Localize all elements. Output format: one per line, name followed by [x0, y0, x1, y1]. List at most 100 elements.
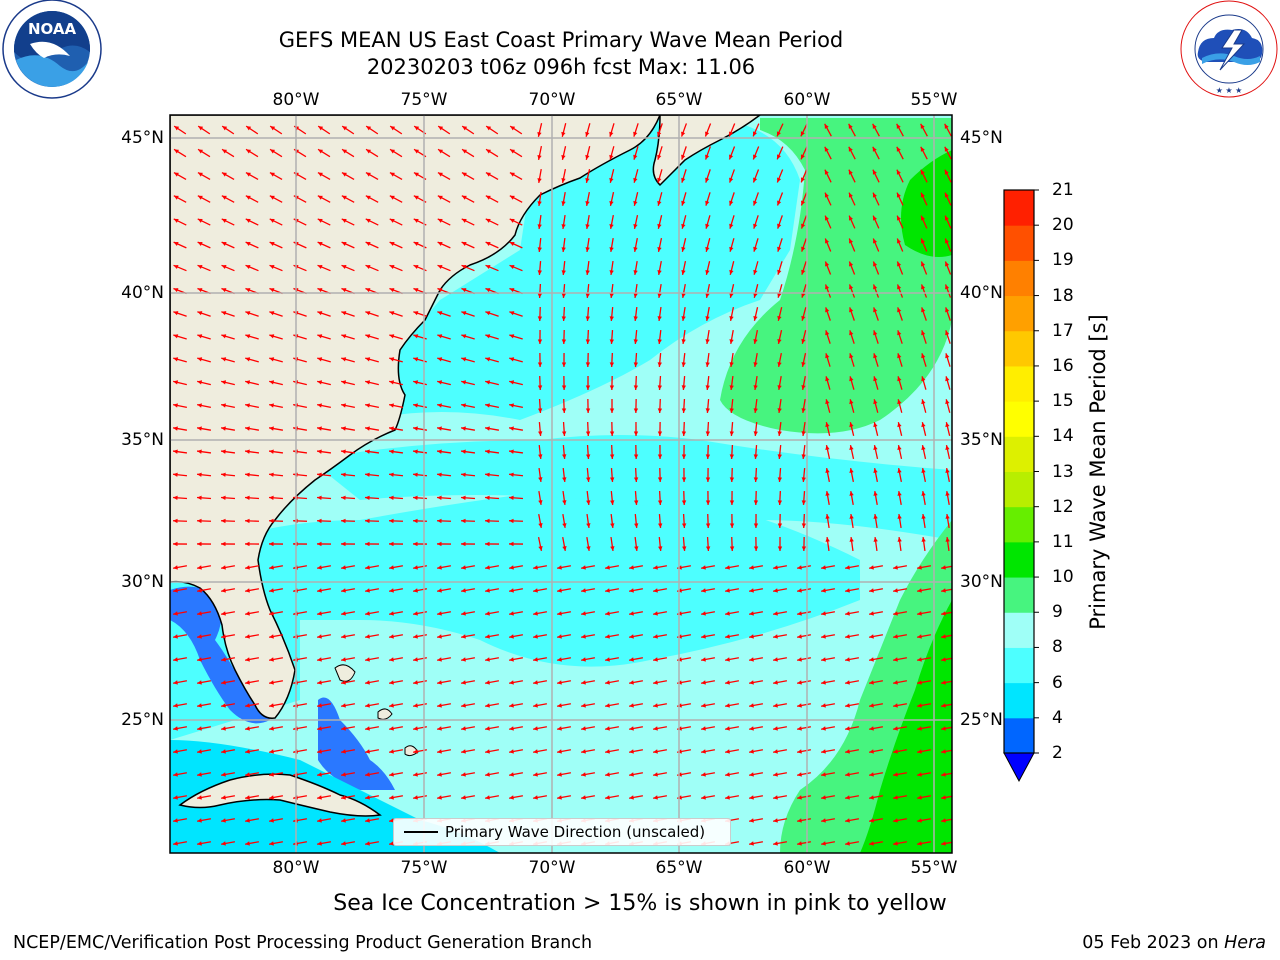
- wave-direction-arrow: [562, 490, 567, 506]
- wave-direction-arrow: [772, 749, 788, 754]
- wave-direction-arrow: [484, 680, 500, 685]
- wave-direction-arrow: [268, 772, 284, 777]
- wave-direction-arrow: [461, 171, 475, 181]
- wave-direction-arrow: [800, 215, 808, 229]
- wave-direction-arrow: [921, 468, 927, 482]
- wave-direction-arrow: [658, 513, 663, 529]
- wave-direction-arrow: [724, 657, 740, 662]
- wave-direction-arrow: [825, 422, 831, 436]
- wave-direction-arrow: [269, 218, 283, 226]
- wave-direction-arrow: [537, 191, 542, 207]
- wave-direction-arrow: [892, 841, 908, 846]
- wave-direction-arrow: [916, 818, 932, 823]
- wave-direction-arrow: [537, 329, 543, 345]
- period-band-6-8: [330, 118, 800, 430]
- wave-direction-arrow: [777, 330, 783, 344]
- wave-direction-arrow: [873, 536, 878, 552]
- wave-direction-arrow: [872, 192, 880, 206]
- wave-direction-arrow: [364, 772, 380, 777]
- wave-direction-arrow: [365, 311, 379, 317]
- wave-direction-arrow: [892, 818, 908, 823]
- wave-direction-arrow: [460, 657, 476, 662]
- wave-direction-arrow: [796, 634, 812, 639]
- wave-direction-arrow: [801, 421, 806, 437]
- wave-direction-arrow: [753, 238, 759, 252]
- wave-direction-arrow: [316, 841, 332, 846]
- wave-direction-arrow: [844, 749, 860, 754]
- wave-direction-arrow: [796, 657, 812, 662]
- wave-direction-arrow: [705, 329, 710, 345]
- wave-direction-arrow: [896, 169, 904, 183]
- wave-direction-arrow: [705, 215, 711, 229]
- wave-direction-arrow: [945, 353, 951, 367]
- wave-direction-arrow: [944, 169, 952, 183]
- wave-direction-arrow: [197, 403, 211, 409]
- wave-direction-arrow: [873, 445, 879, 459]
- wave-direction-arrow: [244, 449, 260, 454]
- wave-direction-arrow: [340, 772, 356, 777]
- wave-direction-arrow: [658, 536, 663, 552]
- wave-direction-arrow: [820, 634, 836, 639]
- lat-label-right: 45°N: [960, 128, 1003, 148]
- wave-direction-arrow: [437, 264, 451, 272]
- wave-direction-arrow: [460, 449, 476, 454]
- wave-direction-arrow: [197, 218, 211, 226]
- wave-direction-arrow: [485, 218, 499, 226]
- wave-direction-arrow: [172, 772, 188, 777]
- wave-direction-arrow: [633, 375, 639, 391]
- wave-direction-arrow: [340, 518, 356, 524]
- wave-direction-arrow: [197, 264, 211, 272]
- wave-direction-arrow: [753, 513, 759, 529]
- wave-direction-arrow: [509, 264, 523, 272]
- wave-direction-arrow: [916, 634, 932, 639]
- wave-direction-arrow: [508, 565, 524, 570]
- wave-direction-arrow: [633, 146, 639, 160]
- wave-direction-arrow: [532, 680, 548, 685]
- map-frame: [169, 114, 953, 854]
- wave-direction-arrow: [509, 125, 523, 135]
- colorbar-tick-label: 11: [1052, 531, 1074, 552]
- wave-direction-arrow: [220, 565, 236, 570]
- colorbar-tick-label: 2: [1052, 743, 1063, 763]
- wave-direction-arrow: [796, 841, 812, 846]
- wave-direction-arrow: [628, 726, 644, 731]
- wave-direction-arrow: [580, 565, 596, 570]
- wave-direction-arrow: [562, 467, 567, 483]
- legend-label: Primary Wave Direction (unscaled): [445, 823, 706, 841]
- wave-direction-arrow: [844, 703, 860, 708]
- wave-direction-arrow: [388, 565, 404, 570]
- wave-direction-arrow: [196, 472, 212, 477]
- wave-direction-arrow: [485, 195, 499, 203]
- wave-direction-arrow: [460, 588, 476, 593]
- wave-direction-arrow: [777, 375, 782, 391]
- wave-direction-arrow: [508, 749, 524, 754]
- colorbar-segment: [1004, 225, 1034, 261]
- wave-direction-arrow: [562, 513, 567, 529]
- wave-direction-arrow: [681, 352, 686, 368]
- wave-direction-arrow: [197, 195, 211, 203]
- colorbar-tick-label: 20: [1052, 215, 1074, 236]
- wave-direction-arrow: [196, 841, 212, 846]
- wave-direction-arrow: [700, 749, 716, 754]
- wave-direction-arrow: [916, 611, 932, 616]
- wave-direction-arrow: [705, 352, 710, 368]
- wave-direction-arrow: [556, 726, 572, 731]
- wave-direction-arrow: [244, 703, 260, 708]
- wave-direction-arrow: [753, 490, 759, 506]
- wave-direction-arrow: [849, 353, 855, 367]
- wave-direction-arrow: [509, 171, 523, 181]
- wave-direction-arrow: [244, 795, 260, 800]
- wave-direction-arrow: [220, 611, 236, 616]
- lat-label-left: 45°N: [121, 128, 164, 148]
- wave-direction-arrow: [580, 703, 596, 708]
- wave-direction-arrow: [801, 467, 806, 483]
- wave-direction-arrow: [484, 703, 500, 708]
- wave-direction-arrow: [196, 795, 212, 800]
- wave-direction-arrow: [556, 611, 572, 616]
- wave-direction-arrow: [172, 518, 188, 524]
- wave-direction-arrow: [585, 214, 590, 230]
- wave-direction-arrow: [196, 703, 212, 708]
- wave-direction-arrow: [868, 565, 884, 570]
- wave-direction-arrow: [633, 238, 638, 252]
- wave-direction-arrow: [268, 588, 284, 593]
